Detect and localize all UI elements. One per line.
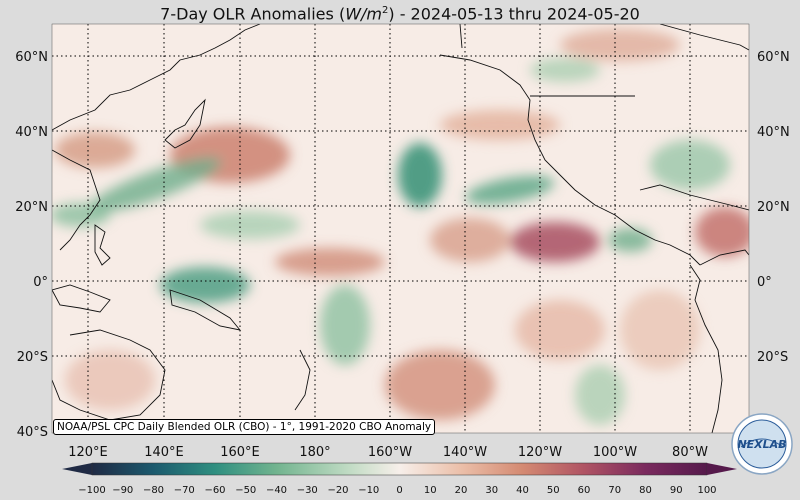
lon-label: 160°E — [220, 445, 260, 460]
colorbar-min-arrow — [62, 463, 92, 475]
lon-label: 180° — [299, 445, 330, 460]
colorbar-tick-label: −50 — [235, 485, 256, 496]
anomaly-patch — [608, 228, 652, 252]
anomaly-patch — [510, 222, 600, 262]
anomaly-patch — [430, 218, 510, 262]
lat-label: 60°N — [757, 50, 790, 65]
china-coastline — [52, 149, 101, 251]
colorbar-tick-label: 20 — [455, 485, 468, 496]
anomaly-patch — [320, 285, 370, 365]
south-america-north-coastline — [699, 249, 749, 266]
colorbar-ticks: −100 −90 −80 −70 −60 −50 −40 −30 −20 −10 0 10 20 30 40… — [78, 485, 716, 496]
colorbar-tick-label: −60 — [204, 485, 225, 496]
lon-label: 120°E — [68, 445, 108, 460]
lat-label: 20°N — [15, 200, 48, 215]
colorbar-tick-label: 70 — [608, 485, 621, 496]
coastlines — [52, 24, 749, 433]
south-america-west-coastline — [689, 264, 723, 433]
lat-label: 0° — [33, 275, 48, 290]
anomaly-patch — [52, 203, 110, 227]
colorbar-tick-label: 0 — [396, 485, 402, 496]
colorbar-tick-label: 40 — [516, 485, 529, 496]
indonesia-coastline — [52, 284, 111, 313]
japan-coastline — [164, 98, 206, 149]
colorbar-tick-label: −10 — [358, 485, 379, 496]
title-unit: W/m — [345, 4, 382, 24]
lat-labels-right: 60°N 40°N 20°N 0° 20°S — [757, 50, 790, 365]
lat-label: 20°S — [757, 350, 788, 365]
map-plot-area — [52, 24, 749, 433]
anomaly-patch — [695, 207, 749, 257]
colorbar-tick-label: 80 — [639, 485, 652, 496]
colorbar-tick-label: −100 — [78, 485, 105, 496]
gridlines — [52, 24, 749, 433]
lon-labels: 120°E 140°E 160°E 180° 160°W 140°W 120°W… — [68, 445, 708, 460]
lat-label: 60°N — [15, 50, 48, 65]
colorbar-bar — [91, 462, 708, 476]
logo-globe — [737, 419, 787, 469]
colorbar-tick-label: −30 — [297, 485, 318, 496]
anomaly-patch — [398, 143, 442, 207]
nexlab-logo[interactable]: NEXLAB — [731, 413, 793, 475]
colorbar-tick-label: −20 — [327, 485, 348, 496]
new-guinea-coastline — [169, 289, 242, 331]
title-suffix: ) - 2024-05-13 thru 2024-05-20 — [388, 4, 640, 24]
anomaly-patch — [560, 29, 680, 61]
australia-coastline — [52, 329, 166, 421]
title-prefix: 7-Day OLR Anomalies ( — [160, 4, 346, 24]
logo-text: NEXLAB — [737, 438, 786, 451]
lon-label: 80°W — [672, 445, 708, 460]
source-note: NOAA/PSL CPC Daily Blended OLR (CBO) - 1… — [53, 419, 436, 435]
lon-label: 140°E — [144, 445, 184, 460]
lat-label: 40°S — [17, 425, 48, 440]
anomaly-patch — [385, 350, 495, 420]
anomaly-patch — [275, 248, 385, 276]
logo-arc — [740, 438, 784, 448]
lat-label: 20°S — [17, 350, 48, 365]
lon-label: 160°W — [368, 445, 412, 460]
colorbar-tick-label: −70 — [174, 485, 195, 496]
lat-label: 40°N — [757, 125, 790, 140]
new-zealand-coastline — [294, 349, 311, 411]
colorbar-tick-label: 100 — [697, 485, 716, 496]
lon-label: 120°W — [518, 445, 562, 460]
lat-label: 20°N — [757, 200, 790, 215]
lat-label: 40°N — [15, 125, 48, 140]
title-unit-exponent: 2 — [381, 5, 389, 16]
alaska-border — [459, 24, 463, 49]
anomaly-patch — [465, 175, 555, 205]
north-america-coastline — [439, 54, 701, 266]
colorbar: −100 −90 −80 −70 −60 −50 −40 −30 −20 −10 0 10 20 30 40… — [62, 462, 737, 496]
colorbar-tick-label: 10 — [424, 485, 437, 496]
map-title: 7-Day OLR Anomalies (W/m2) - 2024-05-13 … — [0, 0, 800, 24]
anomaly-patch — [55, 132, 135, 168]
colorbar-tick-label: 90 — [670, 485, 683, 496]
philippines-coastline — [94, 224, 111, 266]
asia-coastline — [52, 24, 261, 131]
anomaly-patch — [620, 290, 700, 370]
colorbar-tick-label: 30 — [485, 485, 498, 496]
lat-label: 0° — [757, 275, 772, 290]
lon-label: 100°W — [593, 445, 637, 460]
anomaly-patch — [575, 365, 625, 425]
anomaly-patch — [65, 350, 155, 410]
anomaly-patch — [160, 267, 250, 303]
colorbar-tick-label: −40 — [266, 485, 287, 496]
colorbar-tick-label: −90 — [112, 485, 133, 496]
colorbar-tick-label: −80 — [143, 485, 164, 496]
lon-label: 140°W — [443, 445, 487, 460]
caribbean-coastline — [639, 184, 749, 211]
anomaly-patch — [89, 157, 221, 213]
canada-coastline — [659, 24, 749, 51]
colorbar-max-arrow — [707, 463, 737, 475]
anomaly-patch — [200, 211, 300, 239]
colorbar-tick-label: 50 — [547, 485, 560, 496]
anomaly-patch — [515, 300, 605, 360]
anomaly-patch — [530, 58, 600, 82]
anomaly-patch — [440, 110, 560, 140]
lat-labels-left: 60°N 40°N 20°N 0° 20°S 40°S — [15, 50, 48, 440]
colorbar-tick-label: 60 — [578, 485, 591, 496]
